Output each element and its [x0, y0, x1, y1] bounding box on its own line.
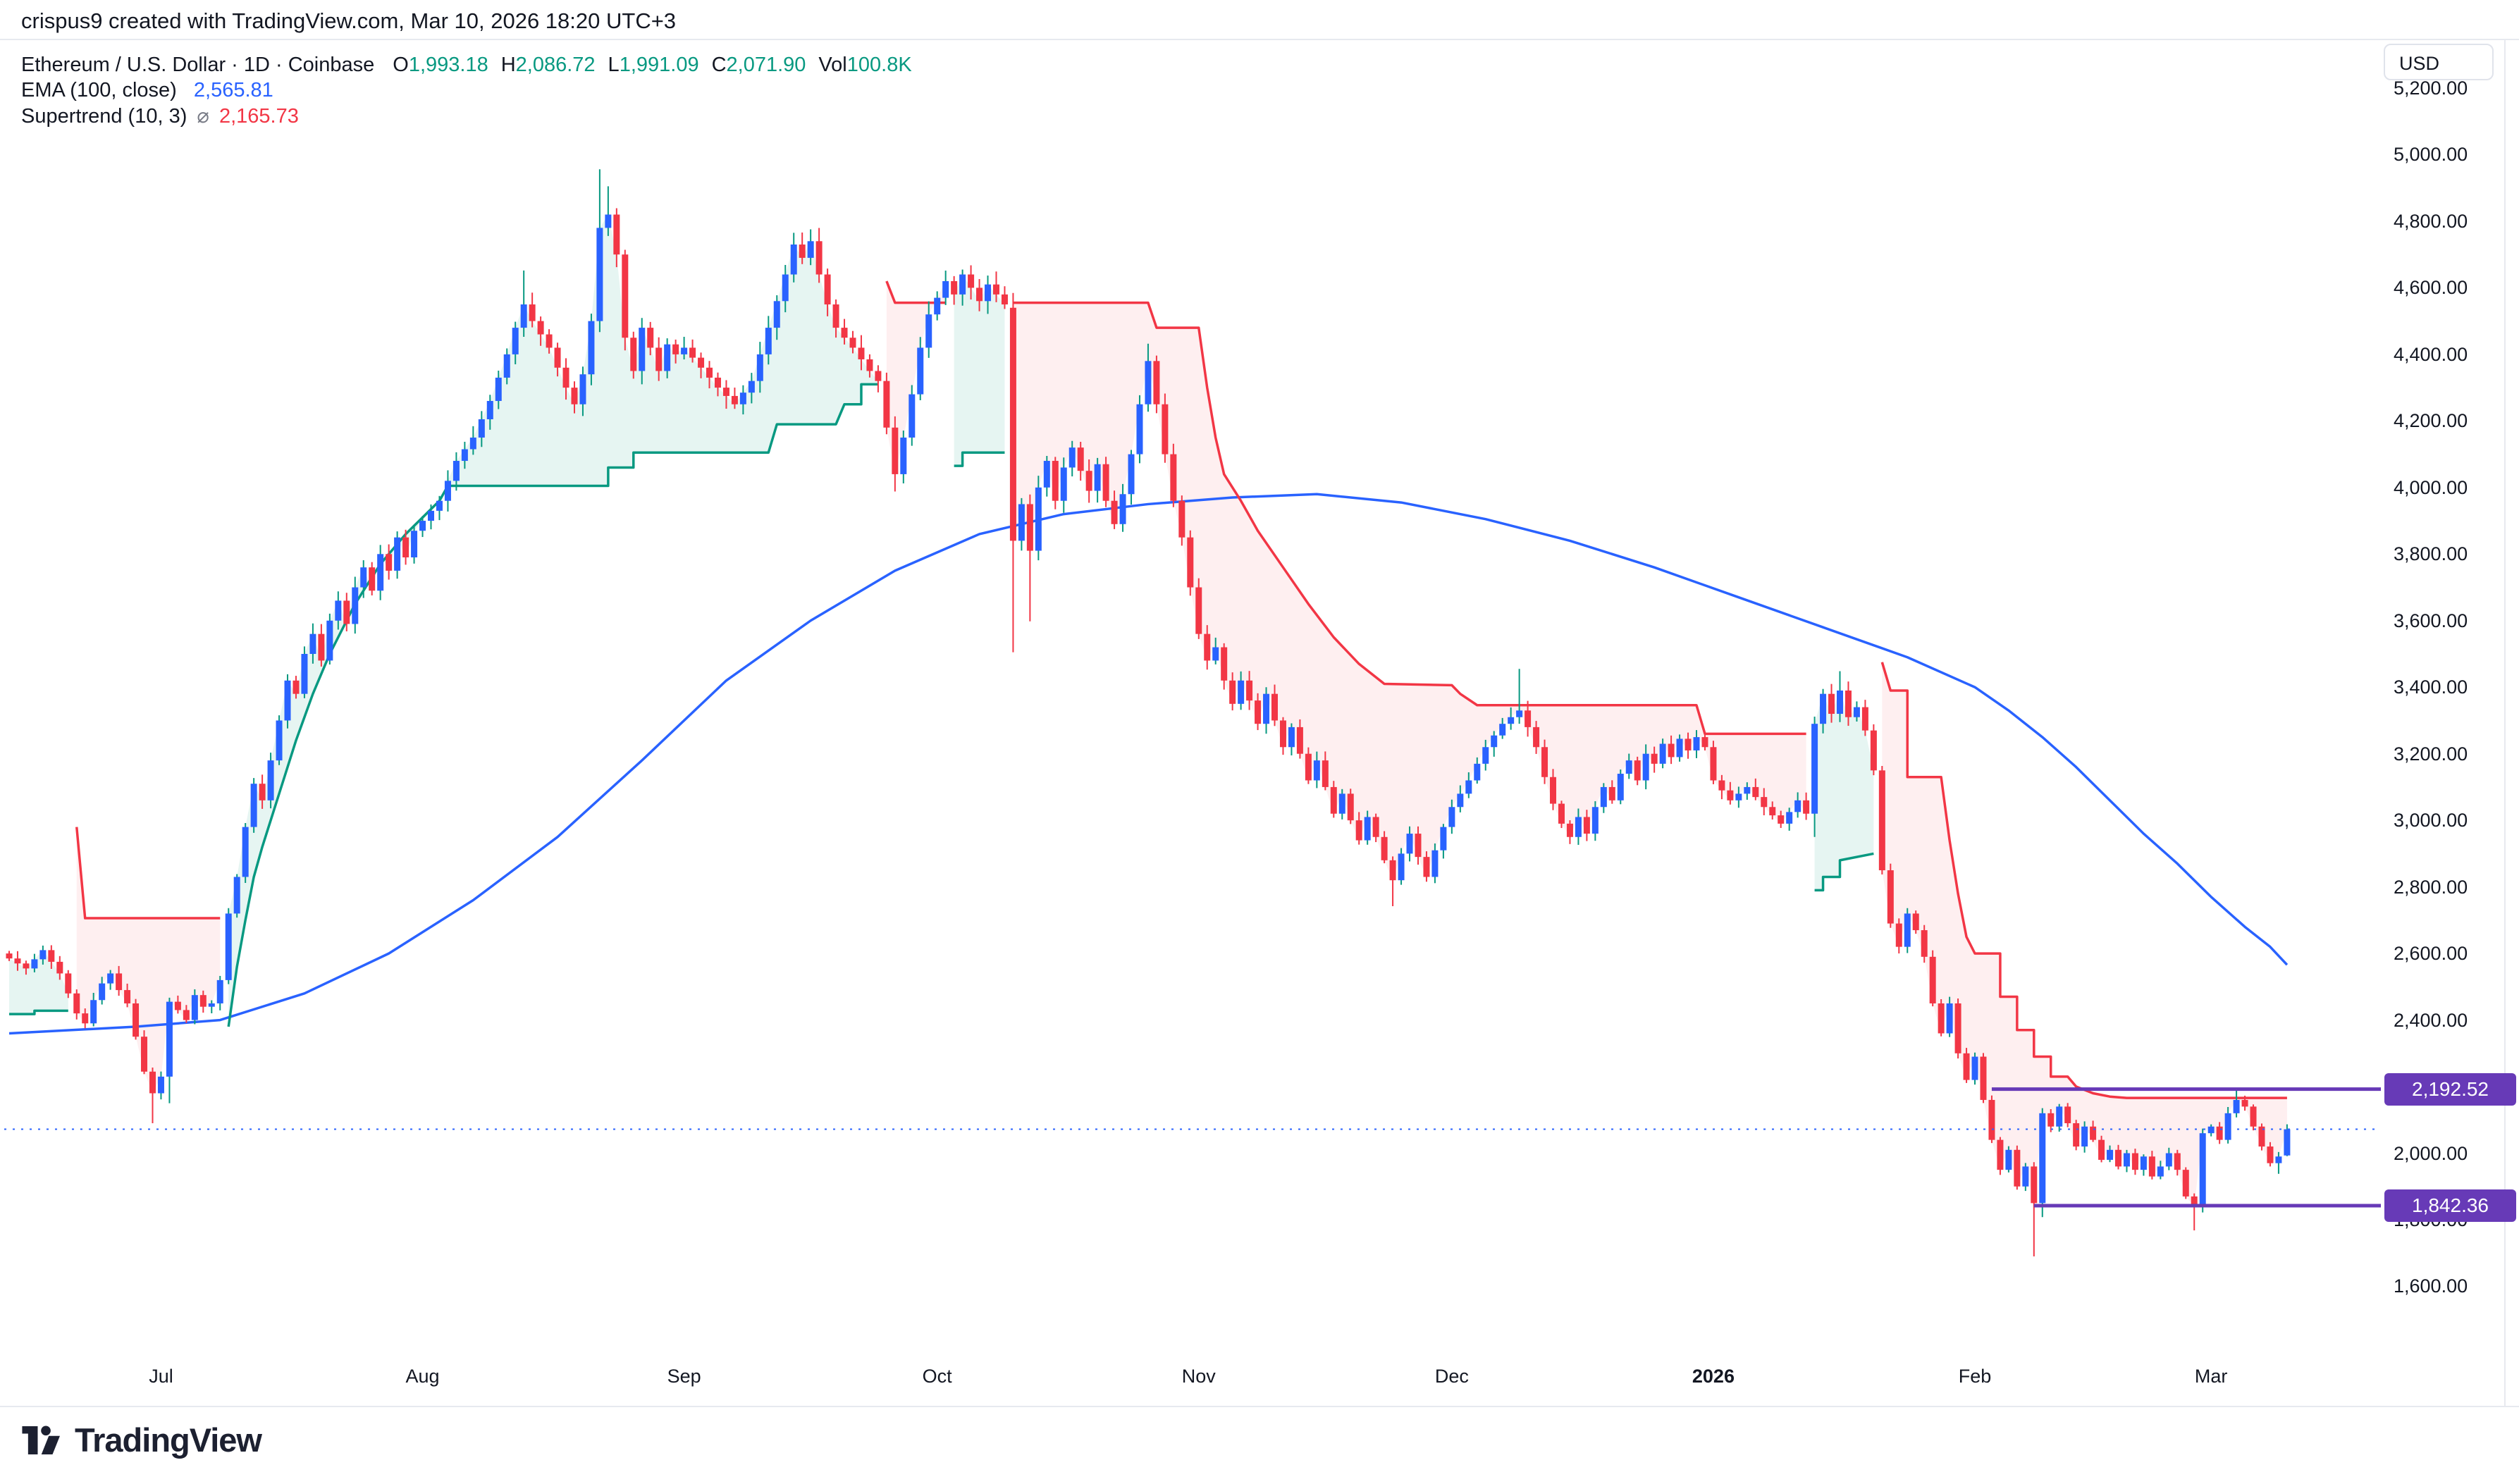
time-tick-label-Mar: Mar — [2194, 1366, 2228, 1387]
price-tick-label: 4,600.00 — [2394, 277, 2468, 299]
supertrend-line-up — [954, 451, 1005, 467]
supertrend-line-up — [1814, 852, 1874, 892]
ohlc-value: 1,991.09 — [619, 54, 699, 76]
supertrend-line-down — [75, 827, 221, 920]
ohlc-value: 2,086.72 — [515, 54, 596, 76]
tradingview-wordmark[interactable]: TradingView — [75, 1421, 262, 1459]
ohlc-key: C — [711, 54, 727, 76]
price-tick-label: 1,600.00 — [2394, 1275, 2468, 1297]
ohlc-values: O1,993.18 H2,086.72 L1,991.09 C2,071.90 Vol1… — [374, 54, 911, 76]
price-tick-label: 2,600.00 — [2394, 943, 2468, 965]
ohlc-key: H — [500, 54, 516, 76]
price-tick-label: 3,600.00 — [2394, 610, 2468, 631]
average-sign: ⌀ — [197, 105, 209, 128]
ohlc-key: L — [608, 54, 620, 76]
time-tick-label-Sep: Sep — [667, 1366, 701, 1387]
ohlc-value: 2,071.90 — [726, 54, 806, 76]
symbol-title: Ethereum / U.S. Dollar · 1D · Coinbase — [21, 54, 375, 76]
price-tick-label: 4,800.00 — [2394, 210, 2468, 232]
time-tick-label-Nov: Nov — [1181, 1366, 1216, 1387]
price-tick-label: 2,400.00 — [2394, 1009, 2468, 1031]
footer-divider — [0, 1406, 2519, 1407]
price-tick-label: 4,400.00 — [2394, 343, 2468, 365]
time-tick-label-Oct: Oct — [922, 1366, 952, 1387]
symbol-legend-row[interactable]: Ethereum / U.S. Dollar · 1D · Coinbase O1… — [21, 54, 912, 77]
ema-legend-row[interactable]: EMA (100, close) 2,565.81 — [21, 79, 273, 102]
price-tick-label: 3,800.00 — [2394, 543, 2468, 565]
ohlc-value: 1,993.18 — [408, 54, 488, 76]
time-tick-label-2026: 2026 — [1692, 1366, 1735, 1387]
time-tick-label-Feb: Feb — [1958, 1366, 1992, 1387]
price-line-badge-support[interactable]: 1,842.36 — [2384, 1189, 2516, 1222]
supertrend-value: 2,165.73 — [218, 105, 299, 128]
time-tick-label-Jul: Jul — [149, 1366, 173, 1387]
price-tick-label: 3,200.00 — [2394, 743, 2468, 765]
currency-toggle-button[interactable]: USD — [2384, 44, 2494, 80]
ema-line — [8, 493, 2289, 1035]
price-tick-label: 4,000.00 — [2394, 476, 2468, 498]
volume-value: 100.8K — [846, 54, 912, 76]
price-tick-label: 5,000.00 — [2394, 144, 2468, 166]
price-tick-label: 2,800.00 — [2394, 876, 2468, 898]
volume-key: Vol — [818, 54, 847, 76]
ema-value: 2,565.81 — [193, 79, 273, 101]
price-line-badge-resistance[interactable]: 2,192.52 — [2384, 1072, 2516, 1106]
supertrend-line-up — [9, 1009, 68, 1015]
time-tick-label-Dec: Dec — [1434, 1366, 1469, 1387]
price-tick-label: 2,000.00 — [2394, 1142, 2468, 1164]
time-tick-label-Aug: Aug — [405, 1366, 440, 1387]
ema-label: EMA (100, close) — [21, 79, 177, 101]
supertrend-legend-row[interactable]: Supertrend (10, 3) ⌀ 2,165.73 — [21, 104, 299, 128]
price-tick-label: 5,200.00 — [2394, 78, 2468, 99]
price-axis-border — [2504, 39, 2506, 1406]
supertrend-label: Supertrend (10, 3) — [21, 105, 187, 128]
tradingview-logo-icon[interactable] — [21, 1426, 69, 1455]
supertrend-line-down — [1013, 301, 1806, 736]
attribution-text: crispus9 created with TradingView.com, M… — [21, 8, 677, 33]
ohlc-key: O — [393, 54, 409, 76]
price-tick-label: 3,000.00 — [2394, 810, 2468, 831]
supertrend-line-up — [227, 383, 878, 1027]
header-divider — [0, 39, 2519, 40]
price-tick-label: 3,400.00 — [2394, 676, 2468, 698]
price-tick-label: 4,200.00 — [2394, 410, 2468, 432]
